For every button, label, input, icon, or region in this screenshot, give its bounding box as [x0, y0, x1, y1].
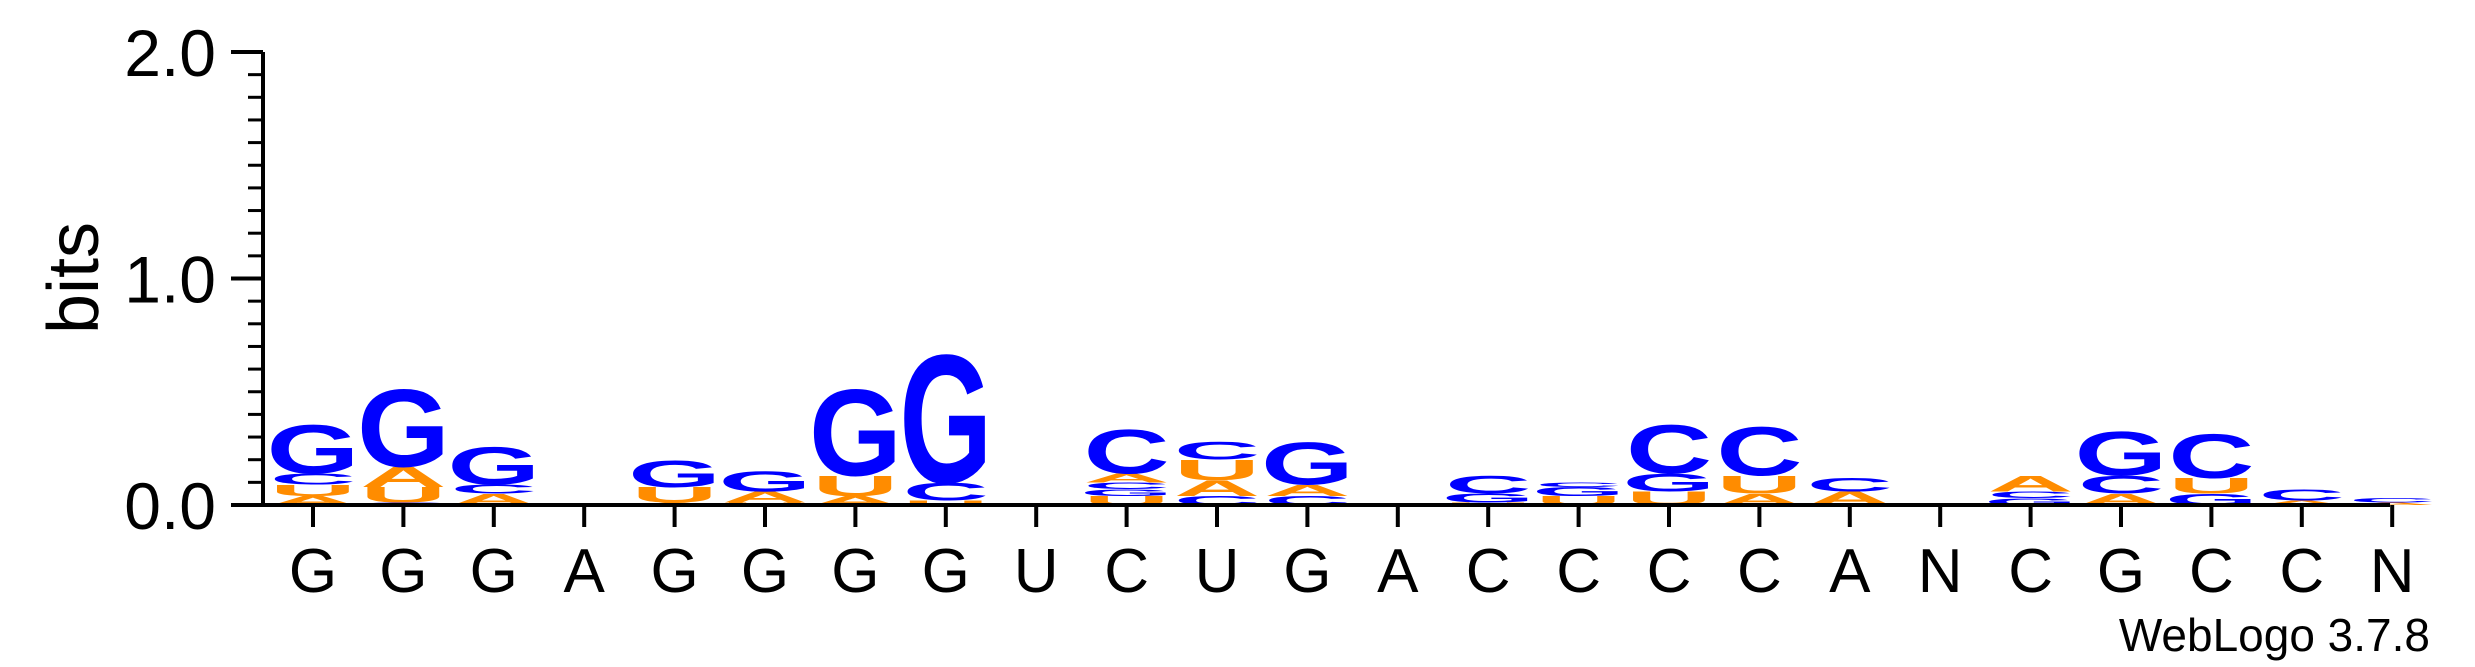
y-tick-label: 0.0 [124, 469, 216, 543]
y-tick-label: 2.0 [124, 16, 216, 90]
logo-letter-g: G [1261, 431, 1354, 498]
y-ticks: 0.0 1.0 2.0 [124, 16, 263, 543]
logo-letter-u: U [270, 482, 356, 500]
x-tick-label: G [922, 537, 970, 606]
logo-letter-g: G [628, 453, 721, 495]
x-tick-label: C [2008, 537, 2053, 606]
y-axis-label: bits [34, 222, 114, 334]
logo-letter-c: C [903, 478, 989, 506]
logo-letter-g: G [2075, 419, 2168, 490]
logo-letter-c: C [2259, 486, 2345, 504]
logo-letter-u: U [2168, 474, 2254, 499]
logo-letter-g: G [1532, 484, 1625, 498]
x-tick-label: G [379, 537, 427, 606]
logo-letter-g: G [1984, 496, 2077, 507]
weblogo-credit: WebLogo 3.7.8 [2119, 609, 2430, 661]
logo-letter-a: A [1083, 471, 1169, 485]
x-tick-label: C [1556, 537, 1601, 606]
logo-letter-c: C [1083, 416, 1169, 487]
x-tick-label: C [2279, 537, 2324, 606]
letter-stacks: AUCGCUAGACGAUGUAGAUGUCGUGCACCAUCCAGUGCUG… [267, 316, 2436, 521]
logo-letter-a: A [2259, 499, 2345, 506]
x-tick-label: G [741, 537, 789, 606]
logo-letter-c: C [1987, 490, 2073, 501]
logo-letter-c: C [2078, 471, 2164, 499]
x-tick-label: G [470, 537, 518, 606]
logo-letter-g: G [719, 466, 812, 498]
x-tick-label: A [1829, 537, 1871, 606]
logo-letter-c: C [1083, 481, 1169, 492]
logo-letter-a: A [2349, 502, 2435, 506]
logo-letter-u: U [1716, 471, 1802, 499]
logo-letter-g: G [899, 316, 992, 521]
logo-letter-c: C [2349, 497, 2435, 504]
x-tick-label: N [2370, 537, 2415, 606]
logo-letter-c: C [270, 471, 356, 489]
logo-letter-a: A [1264, 482, 1350, 500]
logo-letter-c: C [1626, 411, 1712, 489]
logo-letter-c: C [1445, 471, 1531, 499]
x-tick-label: C [1466, 537, 1511, 606]
logo-letter-g: G [1623, 469, 1716, 497]
logo-letter-u: U [903, 499, 989, 506]
logo-letter-g: G [1080, 487, 1173, 498]
x-tick-label: C [1104, 537, 1149, 606]
logo-letter-c: C [1174, 437, 1260, 465]
x-tick-label: C [1737, 537, 1782, 606]
logo-letter-c: C [1535, 481, 1621, 488]
logo-letter-g: G [267, 411, 360, 489]
logo-letter-c: C [451, 482, 537, 496]
x-tick-label: A [1377, 537, 1419, 606]
x-tick-label: G [831, 537, 879, 606]
logo-letter-a: A [722, 489, 808, 507]
x-tick-label: G [289, 537, 337, 606]
logo-letter-g: G [1442, 491, 1535, 505]
logo-letter-g: G [357, 367, 450, 490]
logo-letter-u: U [1174, 455, 1260, 487]
logo-letter-c: C [1807, 475, 1893, 496]
x-tick-label: U [1014, 537, 1059, 606]
logo-letter-g: G [809, 364, 902, 502]
x-tick-label: G [2097, 537, 2145, 606]
x-tick-label: G [650, 537, 698, 606]
y-tick-label: 1.0 [124, 243, 216, 317]
logo-letter-u: U [812, 470, 898, 502]
logo-letter-c: C [1716, 413, 1802, 491]
x-tick-label: C [2189, 537, 2234, 606]
x-tick-label: G [1283, 537, 1331, 606]
x-tick-label: C [1647, 537, 1692, 606]
x-tick-label: A [564, 537, 606, 606]
logo-letter-g: G [447, 436, 540, 496]
logo-letter-a: A [360, 461, 446, 493]
logo-letter-a: A [1987, 472, 2073, 497]
x-tick-label: U [1195, 537, 1240, 606]
logo-letter-c: C [2168, 421, 2254, 492]
x-tick-label: N [1918, 537, 1963, 606]
logo-letter-a: A [1174, 476, 1260, 501]
